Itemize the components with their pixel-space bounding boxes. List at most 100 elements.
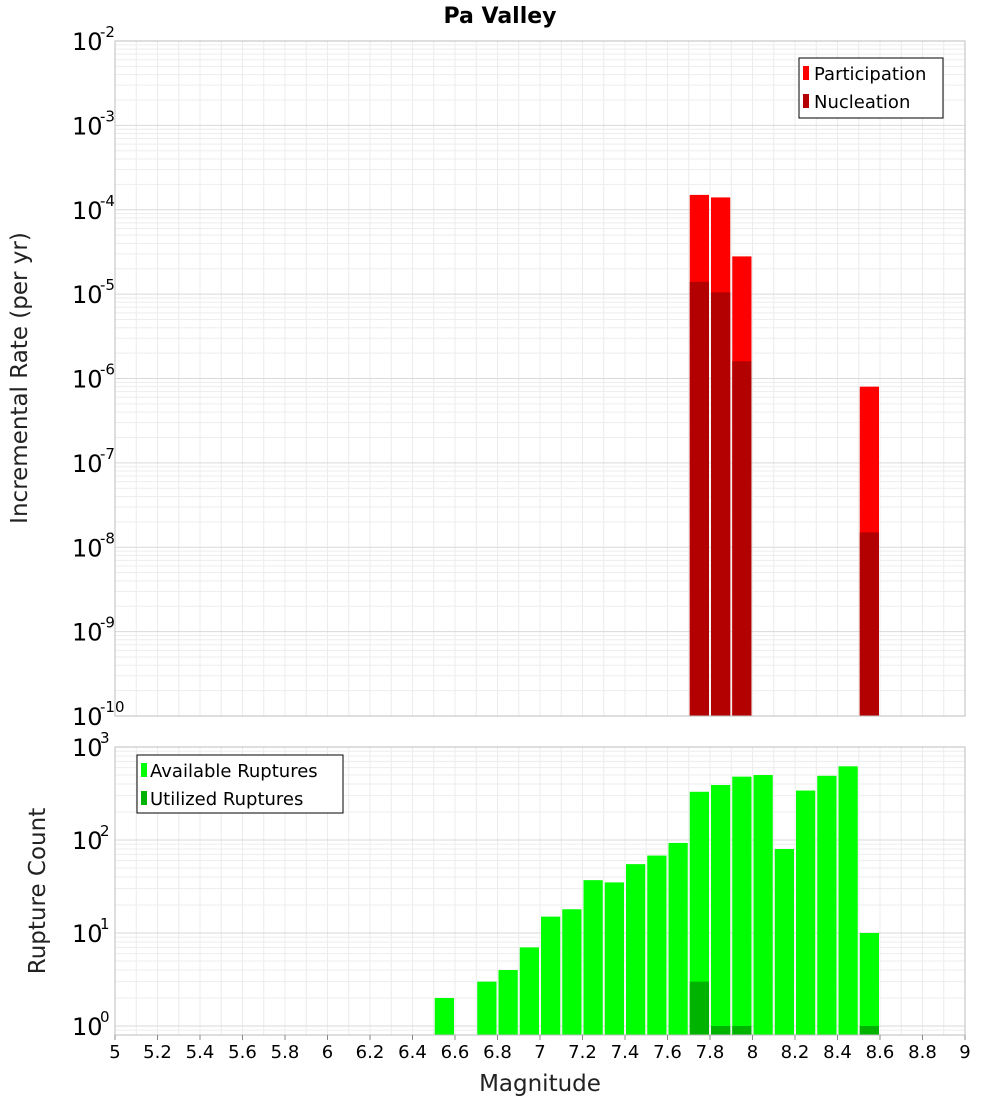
bar-available-ruptures-8.25 [796,790,816,1035]
bottom-y-tick-exponent: 1 [100,915,110,933]
top-y-tick-exponent: -6 [100,361,115,379]
top-y-tick-exponent: -3 [100,107,115,125]
top-y-tick-base: 10 [72,450,103,478]
top-y-tick-base: 10 [72,197,103,225]
x-tick-label: 6 [322,1042,333,1063]
bar-nucleation-8.55 [859,532,879,716]
bar-available-ruptures-6.85 [498,969,518,1035]
chart-title: Pa Valley [443,4,556,29]
top-legend-box [798,57,944,119]
x-tick-label: 9 [959,1042,970,1063]
x-tick-label: 7.4 [611,1042,640,1063]
bar-available-ruptures-8.35 [817,775,837,1035]
top-y-tick-base: 10 [72,366,103,394]
x-tick-label: 5.4 [186,1042,215,1063]
bar-available-ruptures-8.45 [838,766,858,1035]
bottom-y-tick-base: 10 [72,734,103,762]
bar-available-ruptures-7.15 [562,909,582,1035]
x-tick-label: 8.2 [781,1042,810,1063]
bar-available-ruptures-7.95 [732,776,752,1035]
bar-nucleation-7.95 [732,361,752,716]
x-tick-label: 7 [534,1042,545,1063]
legend-label-participation: Participation [814,64,926,85]
legend-swatch-nucleation [803,94,809,108]
x-axis-label: Magnitude [479,1071,601,1097]
bar-available-ruptures-6.55 [434,997,454,1035]
bar-available-ruptures-8.55 [859,932,879,1035]
x-tick-label: 5.6 [228,1042,257,1063]
bottom-y-tick-exponent: 0 [100,1008,110,1026]
bottom-panel-legend: Available Ruptures Utilized Ruptures [136,754,344,814]
bar-available-ruptures-7.25 [583,880,603,1035]
x-tick-label: 6.2 [356,1042,385,1063]
legend-label-available-ruptures: Available Ruptures [150,761,318,782]
x-tick-label: 8.4 [823,1042,852,1063]
bottom-y-tick-base: 10 [72,827,103,855]
top-panel-grid [114,40,966,717]
x-tick-label: 7.6 [653,1042,682,1063]
x-tick-label: 5 [109,1042,120,1063]
bar-available-ruptures-7.75 [689,791,709,1035]
bar-available-ruptures-7.65 [668,842,688,1035]
bottom-y-tick-exponent: 3 [100,729,110,747]
bottom-y-axis-label: Rupture Count [25,808,51,974]
x-tick-label: 6.6 [441,1042,470,1063]
bar-available-ruptures-7.85 [711,785,731,1035]
bar-utilized-ruptures-8.55 [859,1025,879,1035]
bar-available-ruptures-6.75 [477,981,497,1035]
top-y-tick-base: 10 [72,28,103,56]
top-y-tick-base: 10 [72,112,103,140]
top-panel-bars [689,194,879,717]
bottom-y-tick-base: 10 [72,1013,103,1041]
bottom-y-tick-exponent: 2 [100,822,110,840]
top-y-tick-exponent: -7 [100,445,115,463]
legend-label-nucleation: Nucleation [814,92,910,113]
bar-available-ruptures-7.55 [647,855,667,1035]
top-y-tick-exponent: -9 [100,614,115,632]
top-panel-frame [114,40,966,717]
bar-available-ruptures-8.05 [753,774,773,1035]
bottom-y-tick-base: 10 [72,920,103,948]
bar-available-ruptures-7.45 [626,864,646,1035]
top-y-tick-exponent: -10 [100,698,125,716]
legend-swatch-available-ruptures [141,763,147,777]
x-tick-label: 7.2 [568,1042,597,1063]
top-panel-legend: Participation Nucleation [798,57,944,119]
top-y-tick-exponent: -5 [100,276,115,294]
top-y-tick-exponent: -4 [100,192,115,210]
x-tick-label: 8.6 [866,1042,895,1063]
bar-available-ruptures-8.15 [774,849,794,1035]
x-tick-label: 5.2 [143,1042,172,1063]
top-y-tick-exponent: -2 [100,23,115,41]
bar-available-ruptures-7.05 [541,916,561,1035]
top-y-tick-base: 10 [72,534,103,562]
x-tick-label: 6.8 [483,1042,512,1063]
bar-utilized-ruptures-7.85 [711,1025,731,1035]
bar-utilized-ruptures-7.75 [689,981,709,1035]
top-y-tick-exponent: -8 [100,529,115,547]
bar-nucleation-7.75 [689,281,709,716]
top-y-tick-base: 10 [72,703,103,731]
bottom-legend-box [136,754,344,814]
x-axis-ticks: 5 5.2 5.4 5.6 5.8 6 6.2 6.4 6.6 6.8 7 7.2 7.4 7.6 7.8 8… [109,1035,971,1063]
x-tick-label: 8.8 [908,1042,937,1063]
legend-swatch-utilized-ruptures [141,791,147,805]
x-tick-label: 5.8 [271,1042,300,1063]
x-tick-label: 8 [747,1042,758,1063]
x-tick-label: 6.4 [398,1042,427,1063]
bar-available-ruptures-6.95 [519,947,539,1035]
bar-utilized-ruptures-7.95 [732,1025,752,1035]
bar-available-ruptures-7.35 [604,882,624,1035]
top-y-axis-label: Incremental Rate (per yr) [7,232,33,524]
x-tick-label: 7.8 [696,1042,725,1063]
legend-label-utilized-ruptures: Utilized Ruptures [150,789,303,810]
top-y-tick-base: 10 [72,619,103,647]
top-y-tick-base: 10 [72,281,103,309]
bottom-panel-bars [434,766,879,1035]
legend-swatch-participation [803,66,809,80]
